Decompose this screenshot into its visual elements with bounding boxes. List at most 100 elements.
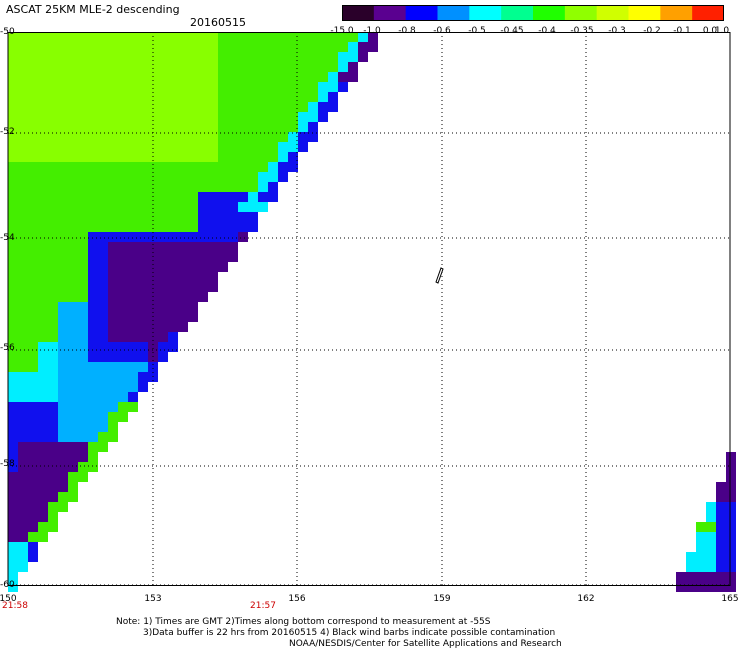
wind-cell — [48, 302, 58, 312]
wind-cell — [68, 102, 78, 112]
wind-cell — [28, 392, 38, 402]
wind-cell — [318, 52, 328, 62]
wind-cell — [58, 72, 68, 82]
wind-cell — [8, 212, 18, 222]
wind-cell — [58, 52, 68, 62]
wind-cell — [198, 122, 208, 132]
wind-cell — [8, 132, 18, 142]
wind-cell — [168, 102, 178, 112]
wind-cell — [8, 582, 18, 592]
wind-cell — [158, 332, 168, 342]
product-date: 20160515 — [190, 16, 246, 29]
wind-cell — [288, 112, 298, 122]
wind-cell — [118, 142, 128, 152]
wind-cell — [38, 482, 48, 492]
wind-cell — [238, 112, 248, 122]
wind-cell — [128, 392, 138, 402]
wind-cell — [158, 182, 168, 192]
wind-cell — [118, 372, 128, 382]
wind-cell — [98, 372, 108, 382]
wind-cell — [48, 182, 58, 192]
wind-cell — [138, 362, 148, 372]
wind-cell — [138, 262, 148, 272]
wind-cell — [88, 32, 98, 42]
color-scale-bar — [342, 5, 724, 21]
wind-cell — [18, 232, 28, 242]
wind-cell — [48, 32, 58, 42]
wind-cell — [38, 222, 48, 232]
wind-cell — [8, 92, 18, 102]
wind-cell — [716, 552, 726, 562]
wind-cell — [88, 162, 98, 172]
wind-cell — [168, 62, 178, 72]
wind-cell — [68, 182, 78, 192]
wind-cell — [218, 182, 228, 192]
wind-cell — [28, 262, 38, 272]
wind-cell — [138, 102, 148, 112]
wind-cell — [8, 342, 18, 352]
wind-cell — [128, 402, 138, 412]
wind-cell — [128, 42, 138, 52]
wind-cell — [78, 472, 88, 482]
wind-cell — [98, 392, 108, 402]
wind-cell — [248, 142, 258, 152]
wind-cell — [38, 452, 48, 462]
wind-cell — [78, 82, 88, 92]
wind-cell — [18, 492, 28, 502]
wind-cell — [78, 172, 88, 182]
wind-cell — [8, 432, 18, 442]
wind-cell — [58, 382, 68, 392]
wind-cell — [328, 32, 338, 42]
wind-cell — [68, 162, 78, 172]
wind-cell — [8, 122, 18, 132]
wind-cell — [308, 112, 318, 122]
wind-cell — [138, 222, 148, 232]
wind-cell — [188, 272, 198, 282]
wind-cell — [298, 42, 308, 52]
wind-cell — [68, 312, 78, 322]
wind-cell — [28, 132, 38, 142]
wind-cell — [248, 162, 258, 172]
wind-cell — [98, 182, 108, 192]
wind-cell — [208, 142, 218, 152]
wind-cell — [128, 232, 138, 242]
wind-cell — [88, 432, 98, 442]
wind-cell — [8, 292, 18, 302]
wind-cell — [28, 62, 38, 72]
wind-cell — [218, 132, 228, 142]
wind-cell — [158, 352, 168, 362]
wind-cell — [68, 172, 78, 182]
wind-cell — [278, 102, 288, 112]
wind-cell — [38, 372, 48, 382]
wind-cell — [78, 282, 88, 292]
wind-cell — [138, 72, 148, 82]
wind-cell — [38, 212, 48, 222]
wind-cell — [168, 122, 178, 132]
wind-cell — [68, 272, 78, 282]
wind-cell — [138, 82, 148, 92]
wind-cell — [68, 202, 78, 212]
wind-cell — [706, 542, 716, 552]
wind-cell — [108, 162, 118, 172]
wind-cell — [716, 562, 726, 572]
wind-cell — [18, 62, 28, 72]
wind-cell — [168, 252, 178, 262]
wind-cell — [28, 82, 38, 92]
wind-cell — [118, 172, 128, 182]
wind-cell — [198, 172, 208, 182]
wind-cell — [18, 342, 28, 352]
wind-cell — [128, 222, 138, 232]
wind-cell — [48, 332, 58, 342]
wind-cell — [138, 122, 148, 132]
wind-cell — [158, 202, 168, 212]
wind-cell — [178, 302, 188, 312]
wind-cell — [138, 322, 148, 332]
wind-cell — [278, 62, 288, 72]
wind-cell — [28, 502, 38, 512]
wind-cell — [248, 222, 258, 232]
wind-cell — [138, 342, 148, 352]
wind-cell — [8, 562, 18, 572]
wind-cell — [238, 152, 248, 162]
wind-cell — [118, 152, 128, 162]
wind-cell — [158, 342, 168, 352]
